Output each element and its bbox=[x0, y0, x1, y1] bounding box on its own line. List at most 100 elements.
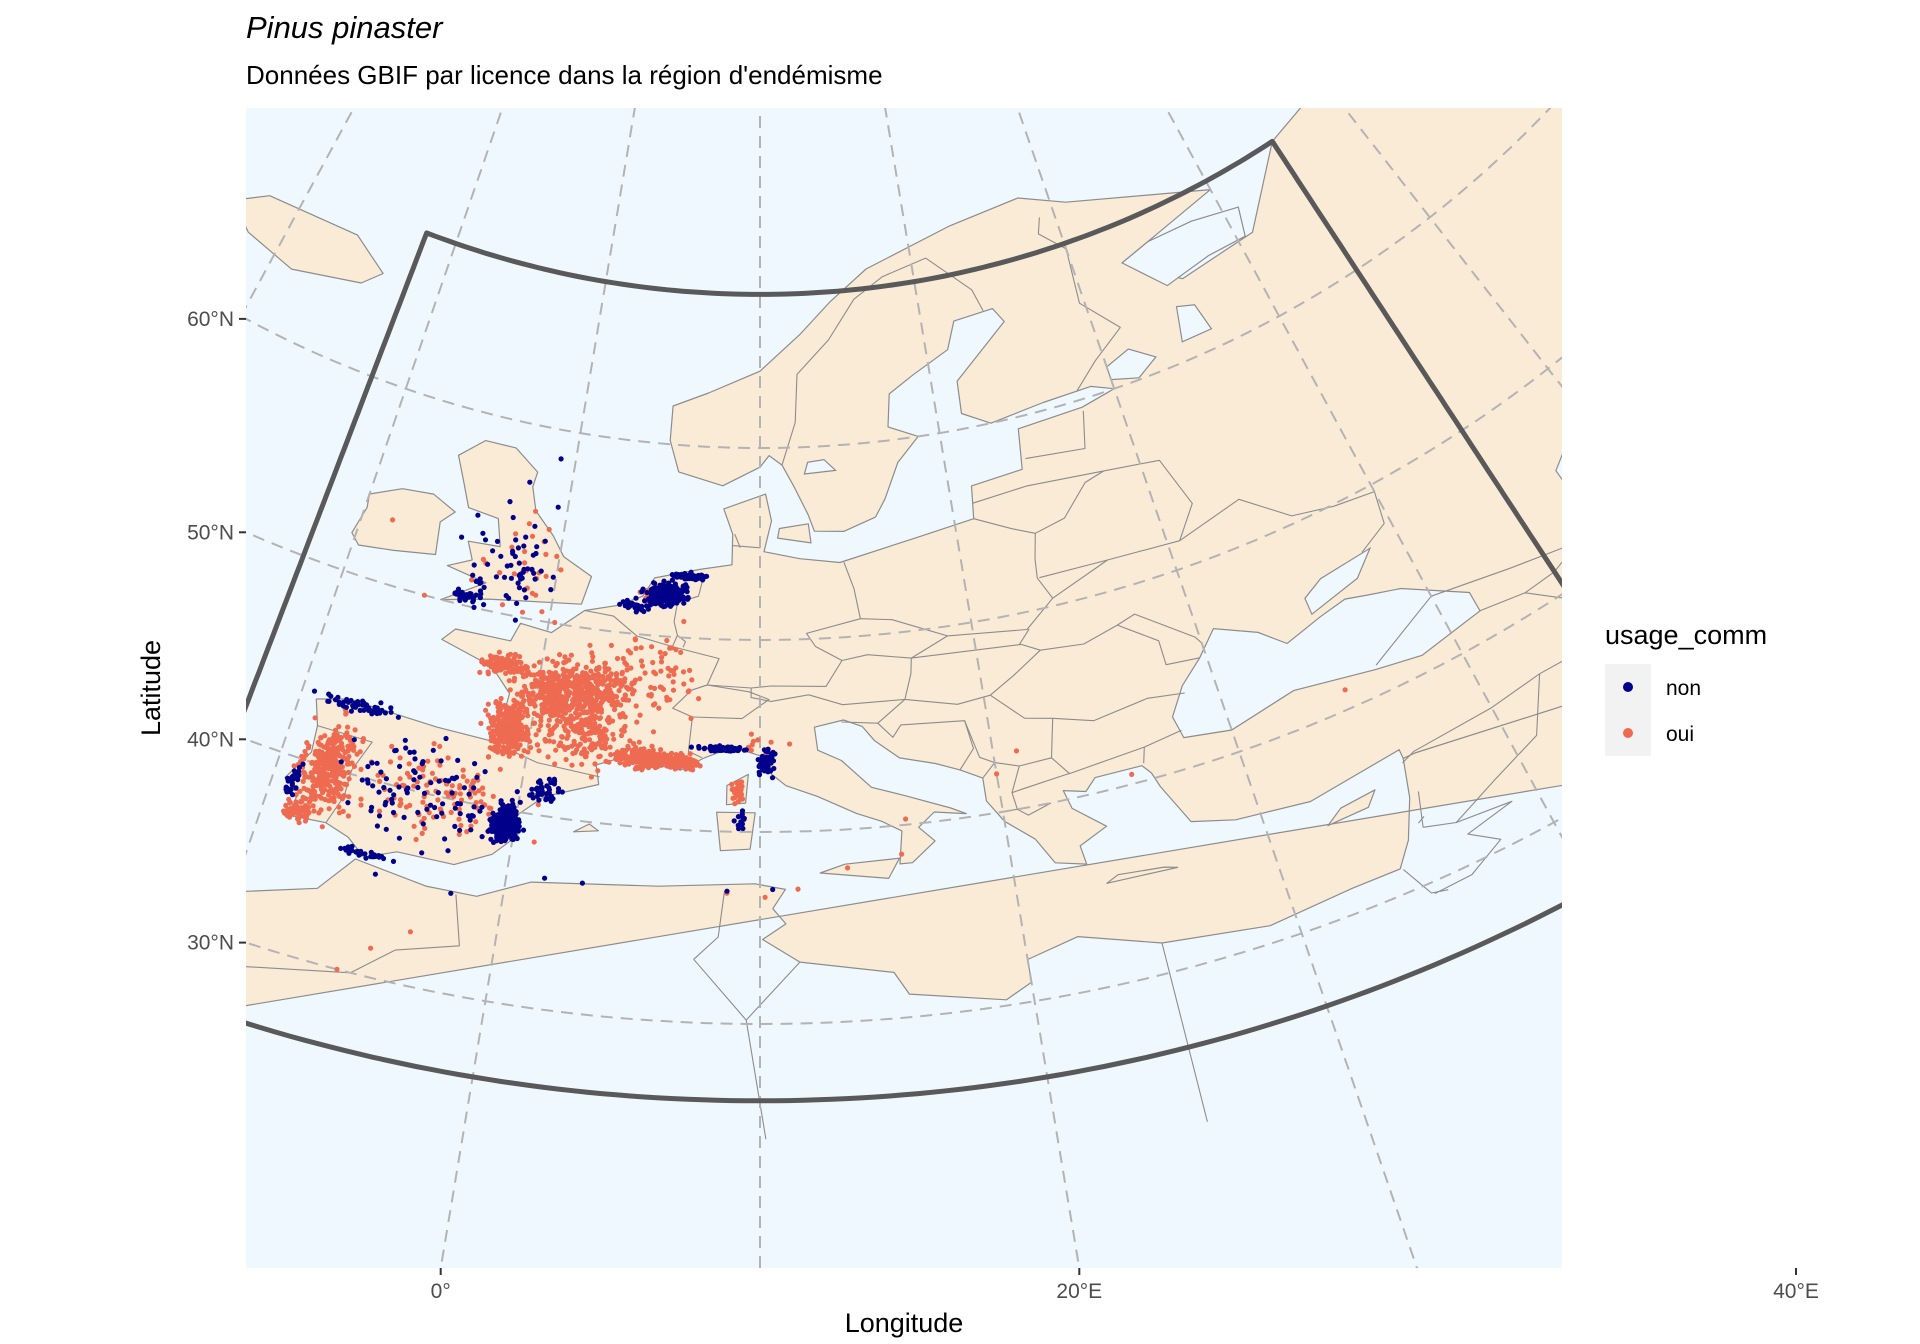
point-non-675 bbox=[642, 598, 648, 604]
point-non-945 bbox=[457, 811, 463, 817]
point-non-958 bbox=[411, 768, 417, 774]
border-31 bbox=[1052, 559, 1108, 599]
point-oui-2067 bbox=[608, 671, 614, 677]
point-oui-1436 bbox=[559, 714, 565, 720]
point-oui-726 bbox=[523, 724, 529, 730]
point-non-667 bbox=[617, 601, 623, 607]
point-oui-729 bbox=[488, 719, 494, 725]
point-non-1024 bbox=[482, 537, 489, 543]
point-oui-1297 bbox=[557, 652, 563, 658]
point-non-1166 bbox=[740, 814, 746, 820]
point-oui-1315 bbox=[594, 695, 600, 701]
point-non-923 bbox=[482, 769, 488, 775]
point-oui-2079 bbox=[620, 655, 626, 662]
point-oui-727 bbox=[536, 727, 542, 733]
point-oui-217 bbox=[336, 780, 342, 786]
occurrence-points bbox=[281, 456, 1348, 972]
point-oui-2019 bbox=[734, 780, 740, 786]
point-oui-1430 bbox=[636, 739, 642, 745]
point-oui-325 bbox=[314, 780, 320, 786]
point-oui-1399 bbox=[597, 723, 603, 729]
point-non-957 bbox=[390, 809, 397, 816]
point-non-1112 bbox=[348, 846, 354, 852]
border-39 bbox=[1423, 673, 1541, 828]
point-non-974 bbox=[417, 774, 423, 780]
point-non-921 bbox=[436, 778, 442, 784]
point-non-1150 bbox=[555, 786, 562, 792]
point-oui-2053 bbox=[685, 689, 691, 695]
point-oui-1380 bbox=[588, 774, 595, 780]
point-non-985 bbox=[368, 808, 374, 814]
point-oui-720 bbox=[496, 712, 502, 718]
point-oui-723 bbox=[488, 730, 494, 736]
point-oui-99 bbox=[345, 724, 351, 730]
point-oui-636 bbox=[507, 750, 513, 756]
point-oui-1948 bbox=[437, 762, 443, 768]
point-oui-281 bbox=[306, 799, 312, 805]
point-oui-658 bbox=[505, 713, 512, 720]
border-33 bbox=[1117, 613, 1203, 644]
point-oui-1568 bbox=[542, 736, 548, 743]
point-non-752 bbox=[696, 743, 702, 750]
point-non-952 bbox=[438, 758, 444, 764]
point-non-914 bbox=[383, 776, 389, 782]
point-oui-269 bbox=[336, 737, 343, 743]
point-oui-1860 bbox=[683, 755, 690, 761]
point-oui-382 bbox=[302, 818, 309, 824]
point-non-1153 bbox=[533, 786, 539, 792]
point-oui-468 bbox=[498, 695, 504, 702]
point-oui-1660 bbox=[598, 742, 604, 749]
point-oui-335 bbox=[310, 795, 316, 801]
point-non-1050 bbox=[459, 534, 465, 540]
point-non-1011 bbox=[477, 576, 483, 582]
point-non-886 bbox=[293, 785, 299, 791]
point-oui-391 bbox=[298, 813, 304, 819]
point-non-1036 bbox=[514, 600, 520, 607]
point-non-938 bbox=[369, 760, 375, 766]
land-iceland bbox=[246, 195, 384, 284]
point-oui-1198 bbox=[568, 652, 575, 658]
point-oui-712 bbox=[493, 746, 499, 752]
point-non-317 bbox=[498, 817, 504, 823]
point-non-1023 bbox=[501, 574, 508, 580]
point-non-1107 bbox=[363, 855, 369, 861]
point-non-759 bbox=[731, 747, 737, 754]
point-oui-2010 bbox=[739, 796, 746, 802]
point-non-929 bbox=[419, 761, 425, 767]
point-oui-2021 bbox=[633, 645, 639, 652]
point-oui-248 bbox=[336, 724, 342, 730]
point-non-659 bbox=[641, 608, 647, 615]
point-non-950 bbox=[381, 784, 387, 791]
border-36 bbox=[1375, 547, 1562, 666]
point-non-1104 bbox=[368, 849, 374, 855]
point-oui-1710 bbox=[631, 741, 637, 747]
point-oui-1191 bbox=[614, 655, 621, 662]
point-non-902 bbox=[474, 774, 480, 780]
point-oui-142 bbox=[319, 824, 325, 830]
point-non-1045 bbox=[503, 593, 509, 599]
point-non-1092 bbox=[390, 858, 397, 865]
point-oui-1309 bbox=[608, 677, 614, 683]
point-oui-1388 bbox=[539, 706, 545, 712]
point-oui-1201 bbox=[604, 684, 610, 691]
point-non-1038 bbox=[525, 566, 531, 572]
point-non-972 bbox=[412, 756, 418, 762]
point-oui-1964 bbox=[464, 829, 470, 835]
point-oui-1461 bbox=[548, 713, 555, 719]
point-non-890 bbox=[300, 761, 306, 767]
point-non-603 bbox=[669, 572, 675, 578]
point-oui-1417 bbox=[611, 736, 617, 742]
point-oui-333 bbox=[325, 739, 331, 746]
point-non-577 bbox=[674, 589, 680, 595]
point-non-305 bbox=[489, 822, 495, 829]
point-non-1140 bbox=[546, 776, 553, 782]
point-non-868 bbox=[335, 694, 341, 700]
point-non-1148 bbox=[530, 795, 536, 801]
point-oui-1554 bbox=[577, 711, 583, 718]
point-non-1007 bbox=[471, 604, 477, 611]
point-oui-1770 bbox=[640, 761, 646, 767]
point-oui-275 bbox=[328, 751, 334, 757]
point-non-999 bbox=[542, 538, 548, 544]
